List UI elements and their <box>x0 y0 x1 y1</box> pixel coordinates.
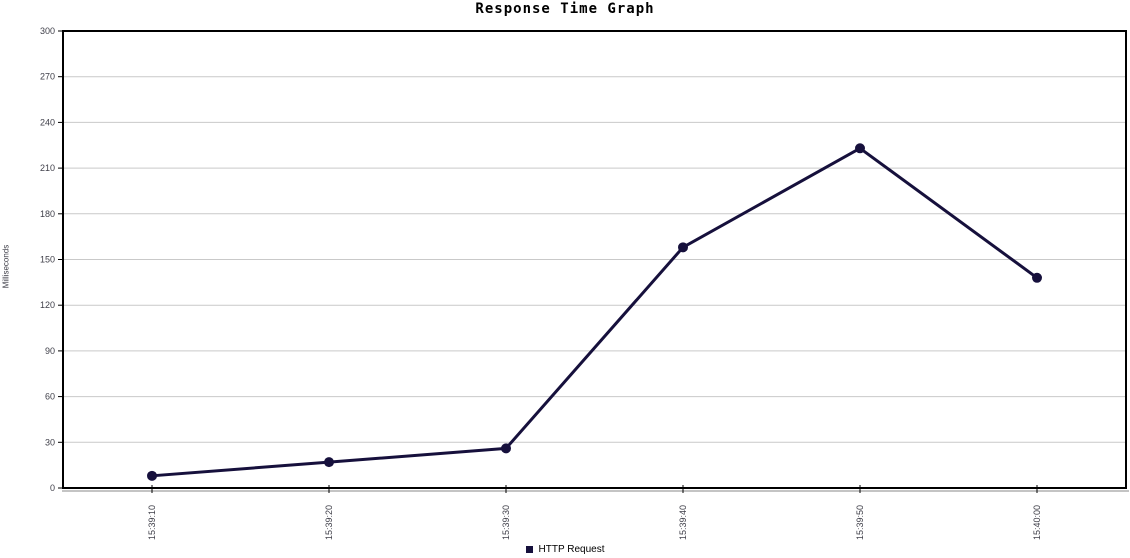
y-tick-label: 90 <box>45 346 55 356</box>
y-tick-label: 150 <box>40 255 55 265</box>
y-tick-label: 270 <box>40 72 55 82</box>
data-point <box>147 470 157 481</box>
x-tick-label: 15:39:40 <box>678 505 688 540</box>
x-tick-label: 15:39:50 <box>855 505 865 540</box>
data-point <box>324 457 334 468</box>
data-point <box>678 242 688 253</box>
x-tick-label: 15:40:00 <box>1032 505 1042 540</box>
legend: HTTP Request <box>0 544 1130 555</box>
series-line <box>151 146 1038 478</box>
chart-title: Response Time Graph <box>475 1 655 17</box>
x-tick-label: 15:39:30 <box>501 505 511 540</box>
legend-swatch <box>525 546 533 553</box>
y-tick-label: 240 <box>40 117 55 127</box>
y-tick-label: 30 <box>45 437 55 447</box>
legend-label: HTTP Request <box>538 544 605 555</box>
data-point <box>501 443 511 454</box>
x-tick-label: 15:39:10 <box>147 505 157 540</box>
y-tick-label: 60 <box>45 392 55 402</box>
y-tick-label: 120 <box>40 300 55 310</box>
data-point <box>1032 272 1042 283</box>
y-tick-label: 210 <box>40 163 55 173</box>
data-point <box>855 143 865 154</box>
y-tick-label: 180 <box>40 209 55 219</box>
y-tick-label: 0 <box>50 483 55 493</box>
y-tick-label: 300 <box>40 26 55 36</box>
x-tick-label: 15:39:20 <box>324 505 334 540</box>
